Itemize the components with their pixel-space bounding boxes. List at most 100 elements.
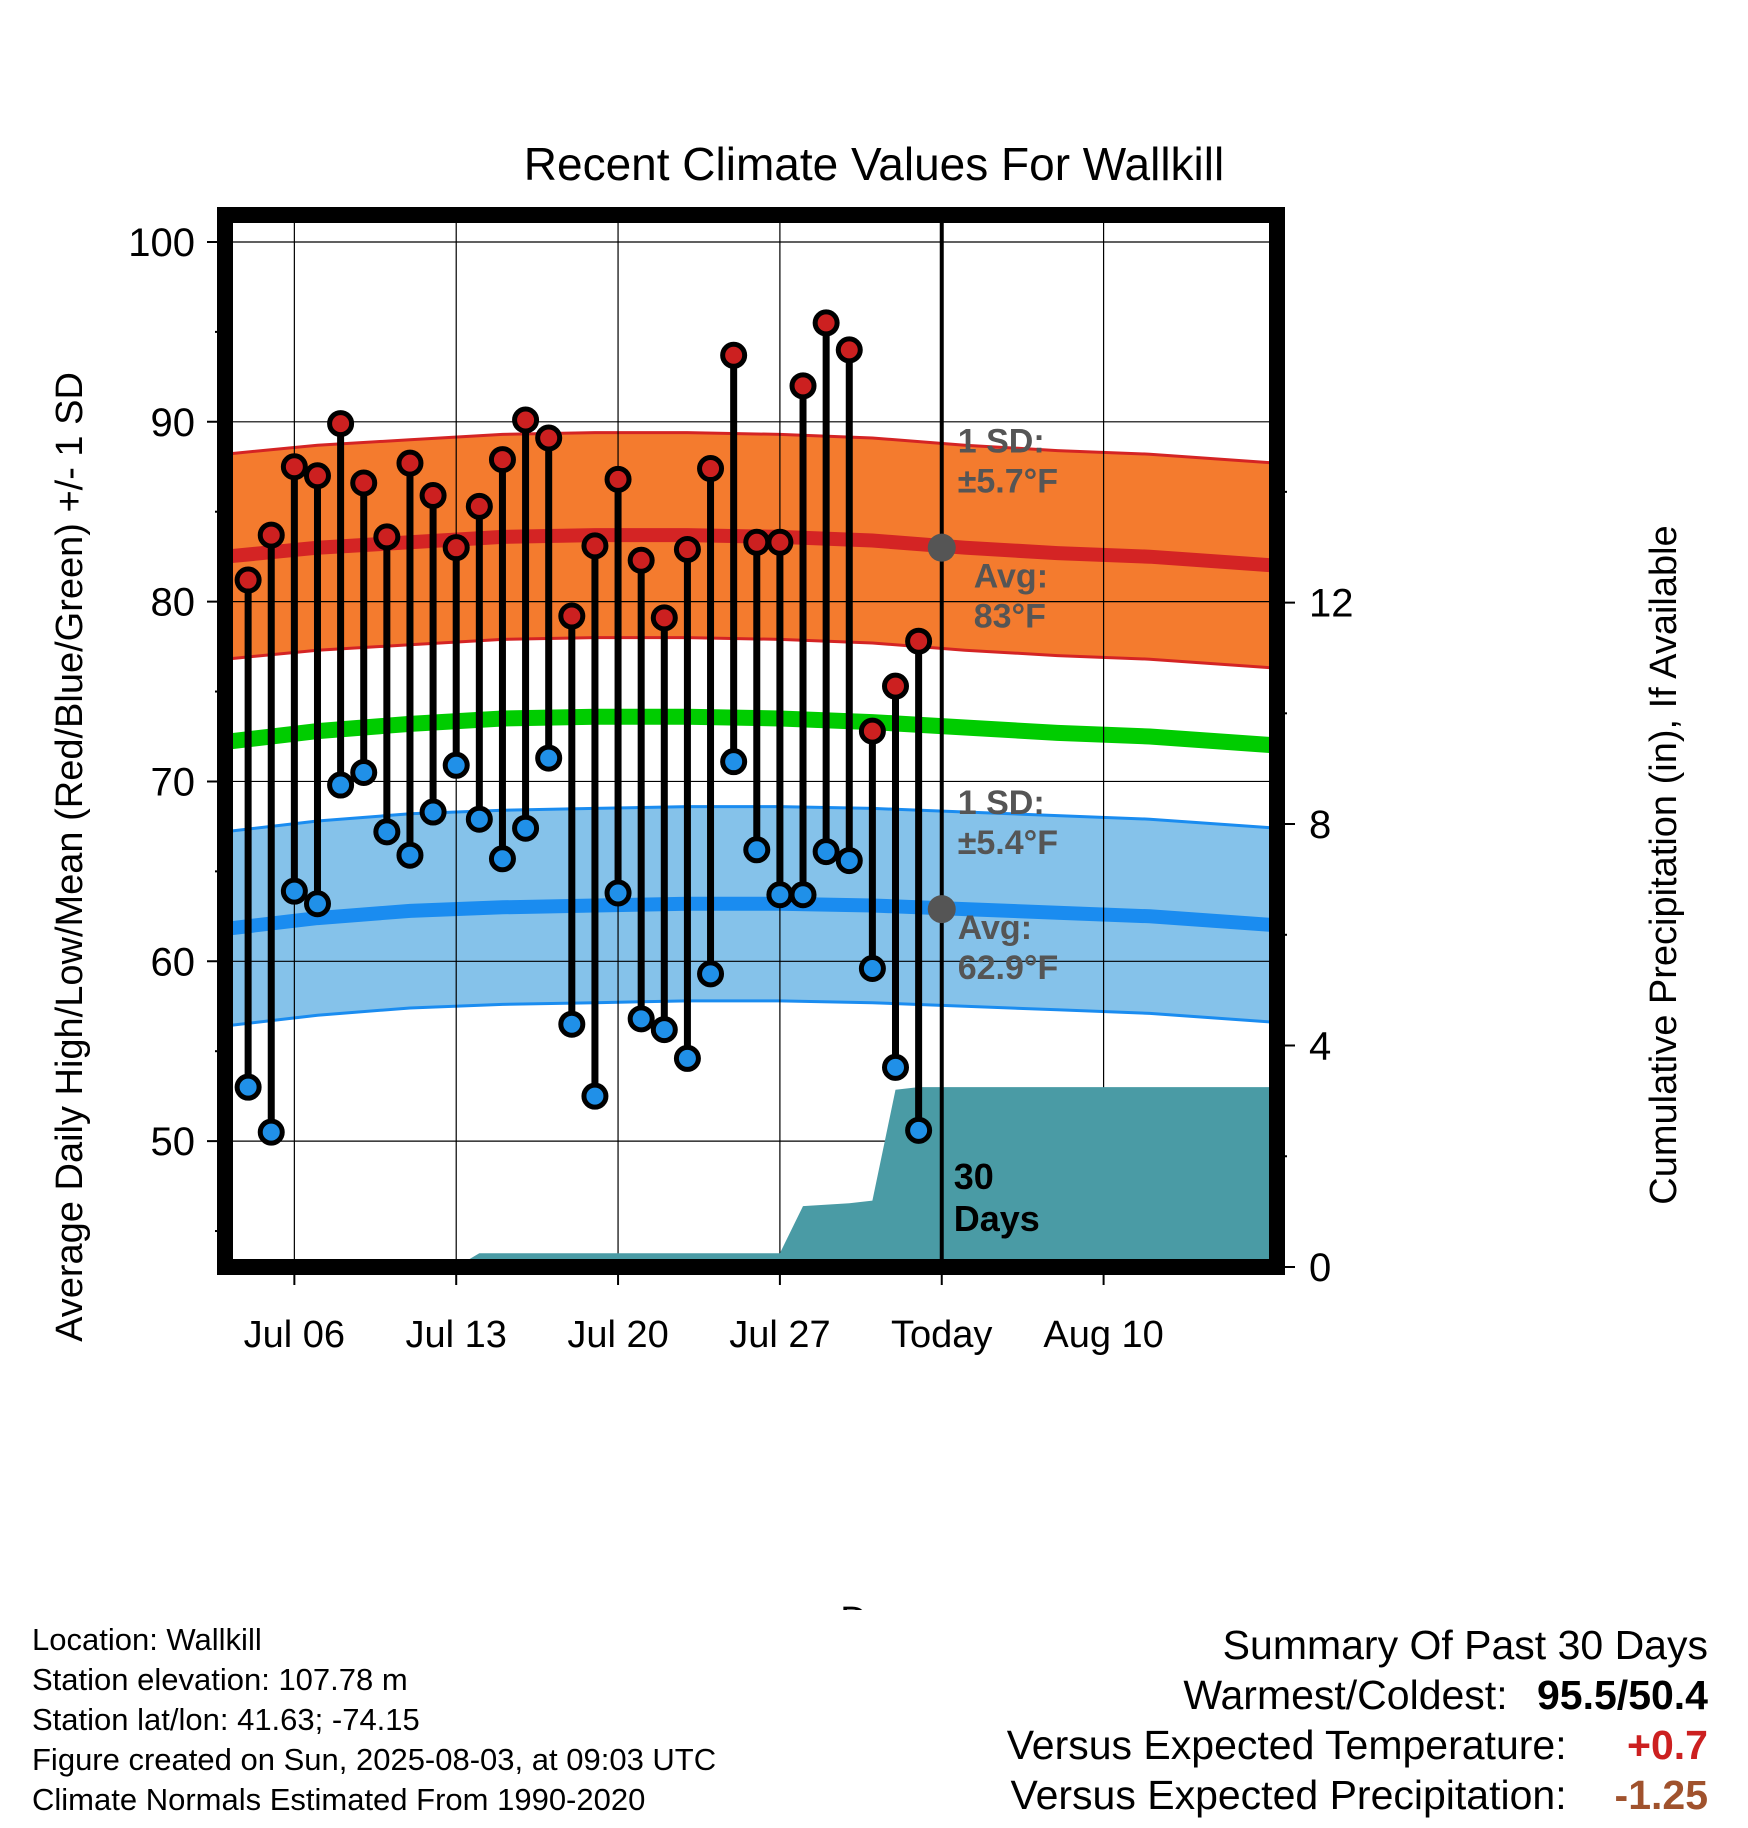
high-point <box>442 534 470 562</box>
y-tick-label: 80 <box>151 581 196 625</box>
high-point <box>581 532 609 560</box>
days-label-text: Days <box>954 1198 1040 1239</box>
low-avg-label: Avg: <box>958 909 1032 947</box>
low-point <box>234 1073 262 1101</box>
high-point <box>257 521 285 549</box>
mean-normal-line <box>224 708 1278 754</box>
y-tick-label: 60 <box>151 940 196 984</box>
low-point <box>789 881 817 909</box>
low-sd-value: ±5.4°F <box>958 824 1058 862</box>
low-point <box>627 1005 655 1033</box>
summary-panel: Summary Of Past 30 Days Warmest/Coldest:… <box>1007 1620 1708 1820</box>
chart-title: Recent Climate Values For Wallkill <box>524 138 1224 190</box>
low-point <box>673 1044 701 1072</box>
summary-title: Summary Of Past 30 Days <box>1222 1622 1708 1668</box>
normals-text: Climate Normals Estimated From 1990-2020 <box>32 1782 646 1817</box>
low-point <box>303 890 331 918</box>
low-point <box>373 818 401 846</box>
low-sd-band <box>225 806 1277 1026</box>
low-point <box>697 960 725 988</box>
low-point <box>558 1010 586 1038</box>
high-point <box>673 535 701 563</box>
low-sd-label: 1 SD: <box>958 784 1045 822</box>
x-tick-label: Aug 10 <box>1043 1314 1163 1356</box>
low-sd-upper-line <box>224 805 1278 834</box>
high-avg-value: 83°F <box>974 598 1046 636</box>
low-point <box>882 1053 910 1081</box>
plot-frame <box>217 207 1285 1275</box>
low-point <box>350 758 378 786</box>
high-point <box>234 566 262 594</box>
low-point <box>396 841 424 869</box>
y-tick-label: 90 <box>151 401 196 445</box>
warm-cold-value: 95.5/50.4 <box>1537 1672 1708 1718</box>
low-avg-value: 62.9°F <box>958 949 1059 987</box>
x-tick-label: Jul 20 <box>567 1314 668 1356</box>
high-point <box>835 336 863 364</box>
x-tick-label: Today <box>891 1314 992 1356</box>
low-normal-line <box>224 896 1278 936</box>
y2-axis-label: Cumulative Precipitation (in), If Availa… <box>1643 525 1685 1204</box>
high-point <box>327 410 355 438</box>
high-point <box>812 309 840 337</box>
daily-stems <box>244 322 923 1133</box>
high-point <box>858 717 886 745</box>
high-point <box>720 341 748 369</box>
precip-area <box>225 1087 1277 1267</box>
y-tick-label: 100 <box>128 221 195 265</box>
high-point <box>488 446 516 474</box>
low-point <box>766 881 794 909</box>
high-point <box>396 449 424 477</box>
high-sd-value: ±5.7°F <box>958 463 1058 501</box>
high-sd-label: 1 SD: <box>958 423 1045 461</box>
high-point <box>280 453 308 481</box>
low-point <box>581 1082 609 1110</box>
high-point <box>627 546 655 574</box>
axes: 50 60 70 80 90 100 0 4 8 12 Jul 06 Jul 13 Jul 20 Jul … <box>128 207 1354 1356</box>
y-axis-label: Average Daily High/Low/Mean (Red/Blue/Gr… <box>49 372 91 1342</box>
low-point <box>512 814 540 842</box>
y2-tick-label: 8 <box>1309 803 1331 847</box>
normal-bands <box>224 431 1278 1028</box>
low-point <box>535 744 563 772</box>
high-avg-marker <box>927 533 956 562</box>
low-point <box>465 805 493 833</box>
location-text: Location: Wallkill <box>32 1622 262 1657</box>
x-tick-label: Jul 27 <box>729 1314 830 1356</box>
low-point <box>743 836 771 864</box>
high-point <box>303 462 331 490</box>
high-point <box>373 523 401 551</box>
high-point <box>535 424 563 452</box>
precip-value: -1.25 <box>1614 1772 1708 1818</box>
low-point <box>442 751 470 779</box>
high-point <box>905 627 933 655</box>
elevation-text: Station elevation: 107.78 m <box>32 1662 408 1697</box>
high-point <box>604 465 632 493</box>
low-point <box>812 838 840 866</box>
high-point <box>465 492 493 520</box>
created-text: Figure created on Sun, 2025-08-03, at 09… <box>32 1742 717 1777</box>
cumulative-precip-area <box>225 1087 1277 1267</box>
x-tick-label: Jul 06 <box>244 1314 345 1356</box>
x-tick-label: Jul 13 <box>406 1314 507 1356</box>
x-axis-label: Day <box>840 1600 908 1610</box>
station-info: Location: Wallkill Station elevation: 10… <box>32 1620 716 1820</box>
low-point <box>858 954 886 982</box>
low-avg-marker <box>927 895 956 924</box>
low-point <box>257 1118 285 1146</box>
high-point <box>697 455 725 483</box>
precip-row: Versus Expected Precipitation: -1.25 <box>1007 1770 1709 1820</box>
low-point <box>835 847 863 875</box>
y2-tick-label: 4 <box>1309 1025 1331 1069</box>
high-point <box>350 469 378 497</box>
precip-label: Versus Expected Precipitation: <box>1010 1772 1567 1818</box>
y-tick-label: 70 <box>151 760 196 804</box>
high-point <box>743 528 771 556</box>
high-point <box>512 406 540 434</box>
low-point <box>720 748 748 776</box>
y-tick-label: 50 <box>151 1120 196 1164</box>
temp-label: Versus Expected Temperature: <box>1006 1722 1567 1768</box>
low-point <box>327 771 355 799</box>
